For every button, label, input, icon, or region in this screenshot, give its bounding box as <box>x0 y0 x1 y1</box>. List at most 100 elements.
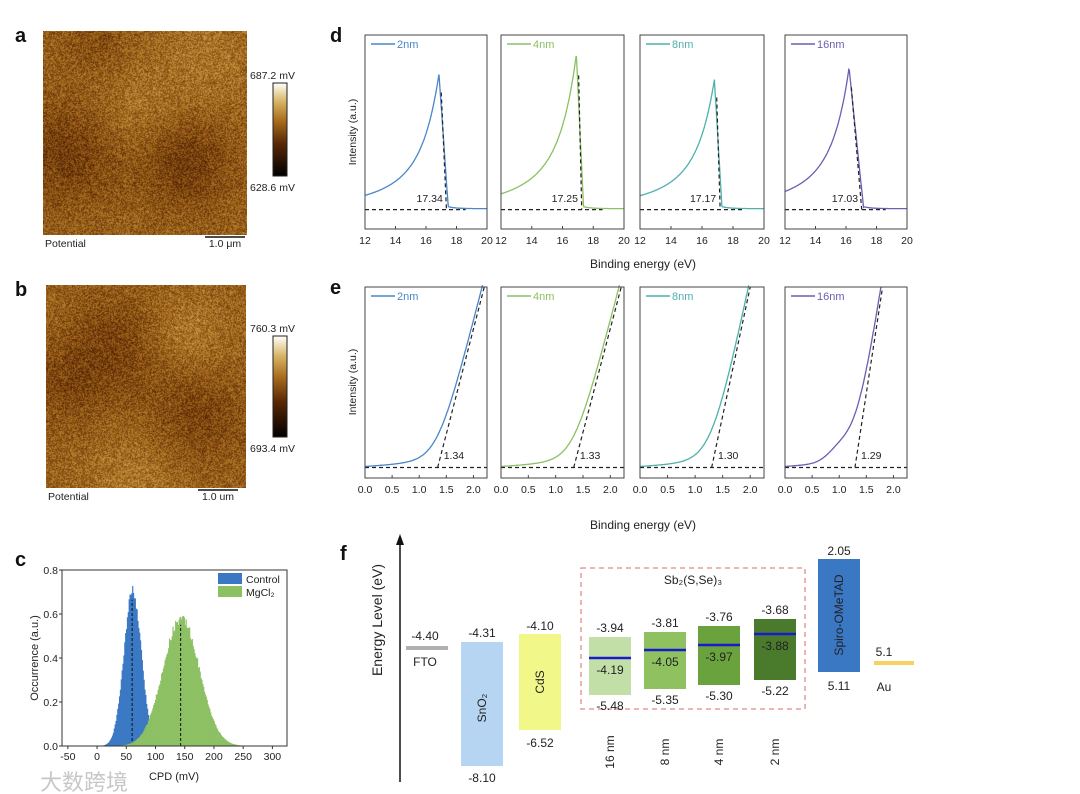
histogram-bar <box>226 741 228 746</box>
fit-line <box>437 286 485 468</box>
plot-frame <box>364 286 488 479</box>
x-tick-label: 0.0 <box>633 484 648 496</box>
histogram-bar <box>104 744 107 746</box>
histogram-bar <box>176 621 179 746</box>
histogram-bar <box>111 737 113 746</box>
histogram-bar <box>156 694 158 746</box>
histogram-bar <box>145 726 147 746</box>
histogram-bar <box>197 668 200 746</box>
histogram-bar <box>183 617 186 746</box>
legend-label: 2nm <box>397 39 418 51</box>
histogram-bar <box>232 743 234 746</box>
cds-cb-label: -4.10 <box>526 619 554 633</box>
legend-label: 4nm <box>533 39 554 51</box>
histogram-bar <box>194 653 196 746</box>
histogram-bar <box>204 691 206 746</box>
histogram-series-1 <box>119 615 243 746</box>
histogram-bar <box>185 619 187 746</box>
subplot-16nm <box>784 286 908 479</box>
y-axis-label: Energy Level (eV) <box>369 564 385 676</box>
x-tick-label: 2.0 <box>743 484 758 496</box>
x-tick-label: 0 <box>94 751 100 763</box>
x-tick-label: 2.0 <box>886 484 901 496</box>
x-tick-label: 18 <box>451 235 463 247</box>
legend-label: Control <box>246 574 280 586</box>
sno2-vb-label: -8.10 <box>468 771 496 785</box>
histogram-bar <box>144 728 146 746</box>
x-tick-label: 12 <box>634 235 646 247</box>
histogram-bar <box>129 743 131 746</box>
spiro-top-label: 2.05 <box>827 544 851 558</box>
histogram-bar <box>170 640 172 746</box>
histogram-bar <box>197 658 199 746</box>
sb-band-0 <box>589 637 631 695</box>
histogram-bar <box>163 665 165 746</box>
cds-vb-label: -6.52 <box>526 736 554 750</box>
spectrum-line <box>500 55 624 210</box>
legend-swatch <box>218 586 242 597</box>
subplot-2nm <box>364 284 488 479</box>
colorbar <box>272 82 288 177</box>
histogram-bar <box>125 629 128 746</box>
panel-label-e: e <box>330 277 341 299</box>
histogram-bar <box>182 615 185 746</box>
fit-line <box>716 97 721 210</box>
scale-bar-label: 1.0 um <box>202 491 234 503</box>
histogram-bar <box>210 712 212 746</box>
histogram-bar <box>116 714 118 746</box>
histogram-bar <box>196 658 198 746</box>
histogram-bar <box>177 624 179 746</box>
histogram-bar <box>142 731 144 746</box>
spiro-band <box>818 559 860 672</box>
histogram-bar <box>161 672 164 746</box>
legend-label: MgCl₂ <box>246 587 275 599</box>
cutoff-value-label: 1.33 <box>580 450 601 462</box>
histogram-bar <box>157 690 159 746</box>
x-tick-label: 20 <box>618 235 630 247</box>
spiro-bottom-label: 5.11 <box>828 679 851 693</box>
histogram-bar <box>132 742 134 746</box>
histogram-bar <box>109 740 111 746</box>
cutoff-value-label: 17.34 <box>417 193 443 205</box>
histogram-bar <box>138 627 140 746</box>
histogram-bar <box>119 689 122 746</box>
histogram-bar <box>141 660 143 746</box>
cutoff-value-label: 1.29 <box>861 450 882 462</box>
histogram-bar <box>233 744 235 746</box>
sb-band-3 <box>754 619 796 680</box>
histogram-bar <box>150 713 152 746</box>
cutoff-value-label: 17.03 <box>832 193 858 205</box>
histogram-bar <box>147 720 150 746</box>
histogram-bar <box>128 599 130 746</box>
histogram-bar <box>208 706 210 746</box>
histogram-bar <box>137 620 139 746</box>
cds-label: CdS <box>533 670 547 693</box>
histogram-bar <box>190 640 193 746</box>
x-tick-label: 300 <box>264 751 282 763</box>
histogram-bar <box>169 640 172 746</box>
fit-line <box>711 286 751 468</box>
map-caption: Potential <box>48 491 89 503</box>
vb-label: -5.48 <box>596 699 624 713</box>
y-tick-label: 0.2 <box>43 697 58 709</box>
histogram-bar <box>123 655 125 746</box>
histogram-bar <box>204 694 207 746</box>
y-axis-label: Occurrence (a.u.) <box>29 615 41 701</box>
subplot-4nm <box>500 34 625 230</box>
histogram-bar <box>184 625 186 746</box>
histogram-bar <box>164 660 166 746</box>
histogram-bar <box>118 703 120 746</box>
histogram-bar <box>212 719 214 746</box>
x-tick-label: 0.5 <box>385 484 400 496</box>
histogram-bar <box>209 708 211 746</box>
x-tick-label: 0.0 <box>358 484 373 496</box>
map-caption: Potential <box>45 238 86 250</box>
histogram-bar <box>132 585 134 746</box>
panel-label-b: b <box>15 279 27 301</box>
fit-line <box>854 286 884 468</box>
cb-label: -3.76 <box>705 610 733 624</box>
histogram-bar <box>110 739 112 746</box>
thickness-label: 2 nm <box>768 739 782 766</box>
afm-potential-map-b <box>46 285 246 488</box>
